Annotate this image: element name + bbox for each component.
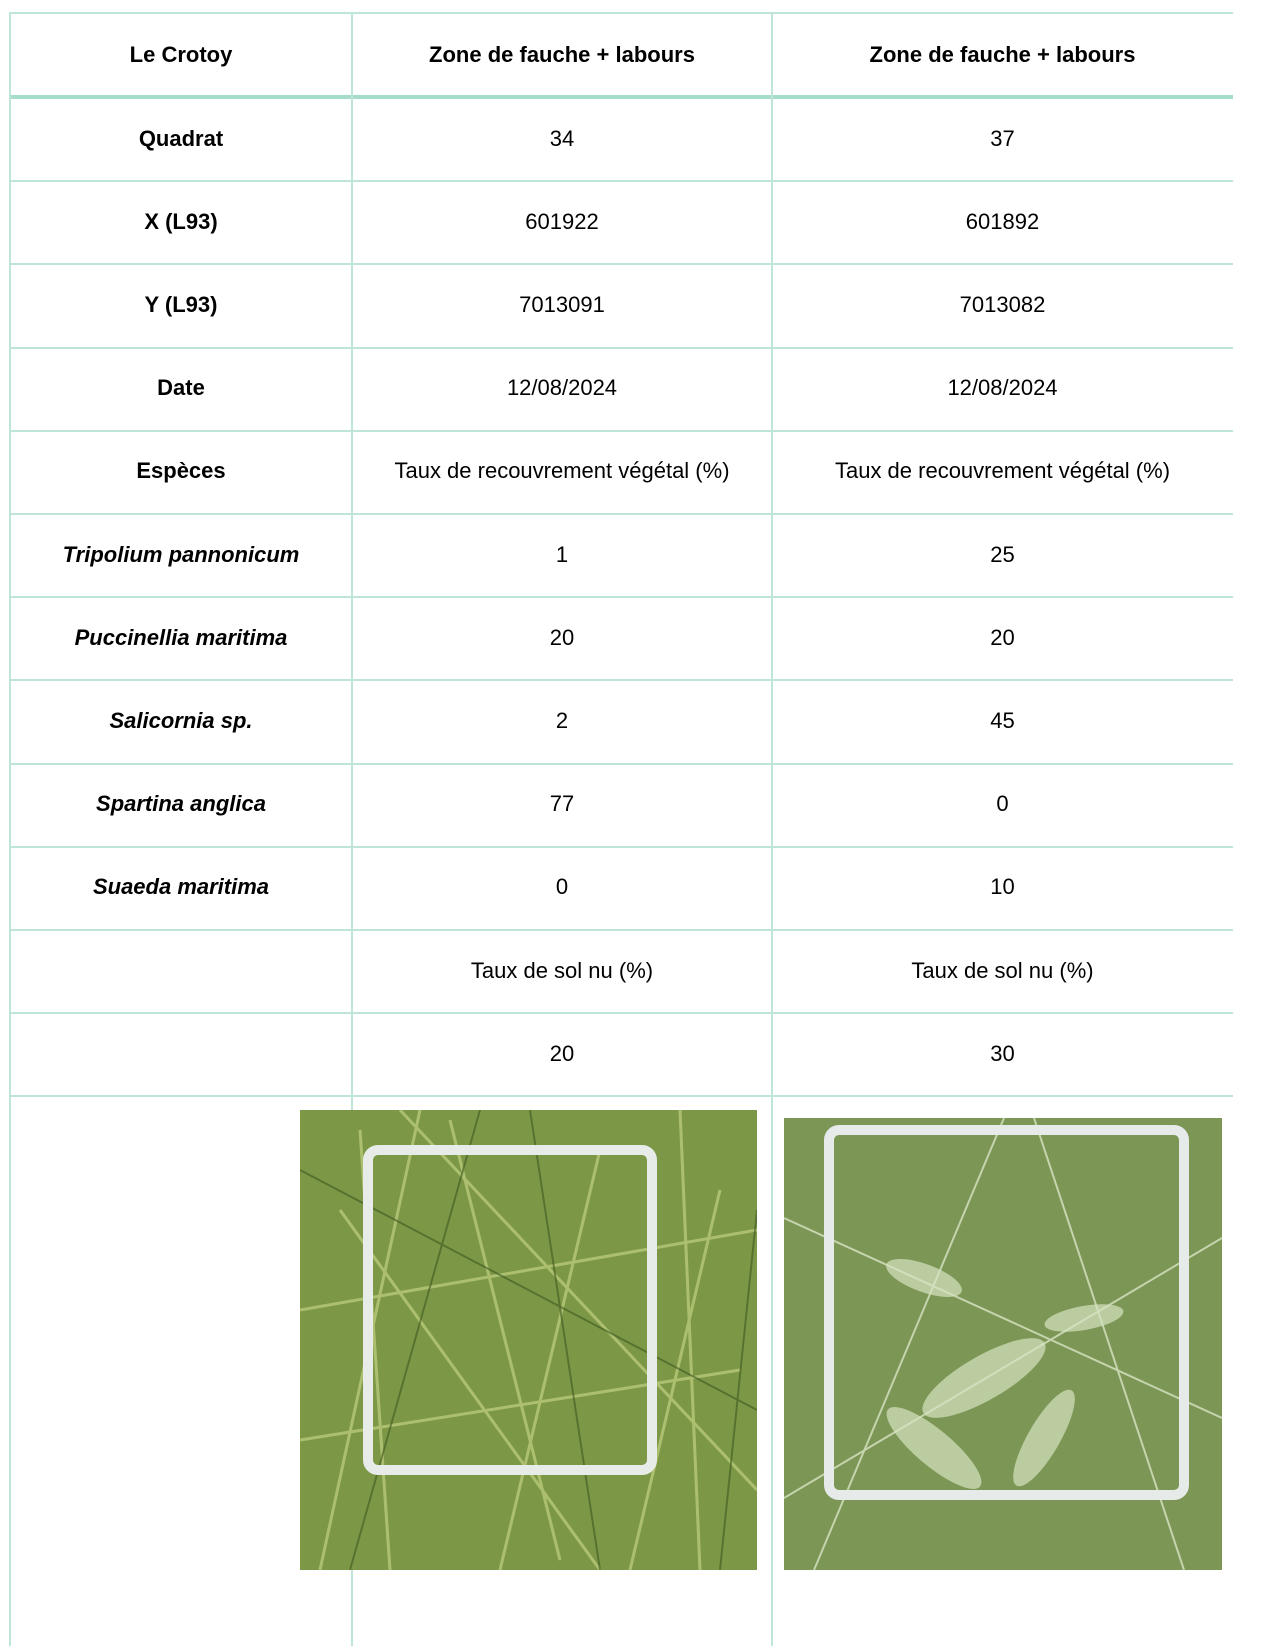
table-cell: 7013082 xyxy=(959,291,1046,317)
table-border xyxy=(10,429,1233,432)
table-cell: Zone de fauche + labours xyxy=(429,41,695,67)
table-cell: Spartina anglica xyxy=(96,791,266,817)
table-cell: Le Crotoy xyxy=(129,41,233,67)
table-cell: 7013091 xyxy=(519,291,605,317)
table-cell: 37 xyxy=(990,125,1015,151)
table-cell: Date xyxy=(157,375,205,401)
table-cell: 10 xyxy=(990,874,1015,900)
table-cell: 20 xyxy=(549,1040,575,1066)
table-border xyxy=(10,180,1233,183)
table-cell: 2 xyxy=(555,707,569,733)
table-border xyxy=(10,12,1233,14)
table-cell: 45 xyxy=(990,707,1015,733)
table-border xyxy=(10,845,1233,848)
table-border xyxy=(10,1095,1233,1098)
table-border xyxy=(771,12,773,1646)
table-cell: 25 xyxy=(990,541,1015,567)
table-cell: Y (L93) xyxy=(144,291,218,317)
table-cell: X (L93) xyxy=(144,208,218,234)
table-cell: Taux de sol nu (%) xyxy=(470,957,654,983)
table-cell: 0 xyxy=(996,791,1009,817)
table-border xyxy=(10,929,1233,931)
table-cell: 12/08/2024 xyxy=(947,375,1058,401)
table-cell: 20 xyxy=(549,624,575,650)
table-cell: 0 xyxy=(555,874,569,900)
table-border xyxy=(10,95,1233,99)
quadrat-photo xyxy=(784,1118,1222,1570)
table-cell: 20 xyxy=(990,624,1015,650)
table-cell: Puccinellia maritima xyxy=(74,624,288,650)
table-cell: 601892 xyxy=(965,208,1040,234)
table-cell: 30 xyxy=(990,1040,1015,1066)
table-border xyxy=(351,12,353,1646)
table-cell: 77 xyxy=(549,791,575,817)
table-border xyxy=(10,762,1233,765)
table-border xyxy=(10,263,1233,266)
table-cell: Taux de recouvrement végétal (%) xyxy=(834,458,1171,484)
table-cell: 34 xyxy=(549,125,575,151)
table-cell: 601922 xyxy=(525,208,599,234)
table-border xyxy=(10,596,1233,599)
table-cell: Taux de sol nu (%) xyxy=(911,957,1094,983)
table-cell: Zone de fauche + labours xyxy=(869,41,1136,67)
table-cell: 12/08/2024 xyxy=(506,375,618,401)
table-cell: Espèces xyxy=(136,458,226,484)
table-border xyxy=(10,513,1233,515)
table-cell: Taux de recouvrement végétal (%) xyxy=(394,458,730,484)
table-cell: Quadrat xyxy=(138,125,224,151)
table-border xyxy=(9,12,11,1646)
table-cell: Salicornia sp. xyxy=(109,707,253,733)
table-cell: 1 xyxy=(555,541,569,567)
quadrat-photo xyxy=(300,1110,757,1570)
table-border xyxy=(10,1012,1233,1015)
table-border xyxy=(10,346,1233,349)
table-cell: Tripolium pannonicum xyxy=(62,541,300,567)
table-cell: Suaeda maritima xyxy=(92,874,270,900)
table-border xyxy=(10,679,1233,682)
